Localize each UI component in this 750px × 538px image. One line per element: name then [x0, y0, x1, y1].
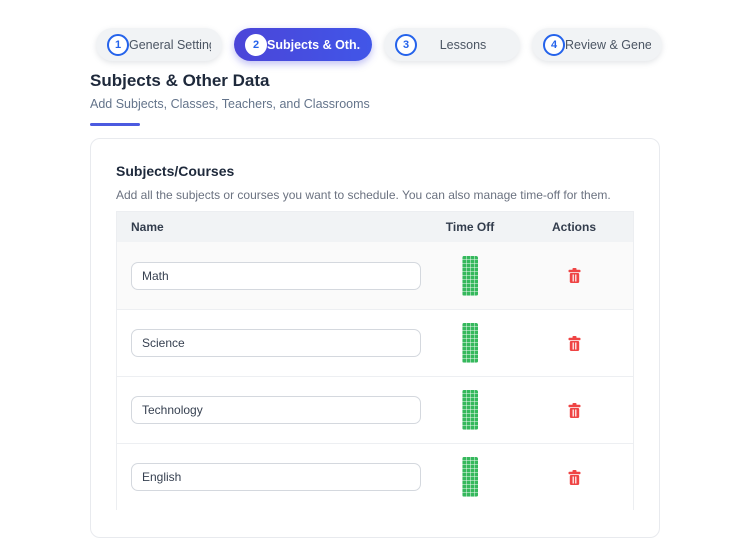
delete-subject-button[interactable]: [566, 401, 583, 420]
subject-name-input[interactable]: [131, 463, 421, 491]
step-number-badge: 3: [395, 33, 417, 56]
trash-icon: [568, 335, 580, 351]
subject-name-input[interactable]: [131, 396, 421, 424]
header-name: Name: [131, 220, 164, 234]
timeoff-grid-icon[interactable]: [462, 390, 478, 430]
section-title: Subjects/Courses: [116, 163, 235, 179]
table-row: [117, 443, 633, 510]
step-label: Review & Gener...: [565, 37, 651, 52]
table-row: [117, 376, 633, 443]
delete-subject-button[interactable]: [566, 468, 583, 487]
step-general-settings[interactable]: 1 General Settings: [96, 28, 222, 61]
section-description: Add all the subjects or courses you want…: [116, 188, 611, 202]
accent-underline: [90, 123, 140, 126]
step-label: General Settings: [129, 37, 211, 52]
trash-icon: [568, 469, 580, 485]
timeoff-grid-icon[interactable]: [462, 323, 478, 363]
table-header-row: Name Time Off Actions: [117, 212, 633, 242]
subject-name-input[interactable]: [131, 261, 421, 290]
timeoff-grid-icon[interactable]: [462, 457, 478, 497]
wizard-stepper: 1 General Settings 2 Subjects & Oth... 3…: [96, 28, 662, 61]
header-actions: Actions: [551, 220, 596, 234]
step-label: Lessons: [439, 37, 487, 52]
table-row: [117, 309, 633, 376]
header-timeoff: Time Off: [445, 220, 495, 234]
page-subtitle: Add Subjects, Classes, Teachers, and Cla…: [90, 97, 370, 111]
step-review-generate[interactable]: 4 Review & Gener...: [532, 28, 662, 61]
table-row: [117, 242, 633, 309]
subjects-table: Name Time Off Actions: [116, 211, 634, 510]
step-label: Subjects & Oth...: [267, 37, 361, 52]
trash-icon: [568, 268, 580, 283]
subject-name-input[interactable]: [131, 329, 421, 357]
page-title: Subjects & Other Data: [90, 71, 270, 90]
trash-icon: [568, 402, 580, 418]
timeoff-grid-icon[interactable]: [462, 255, 478, 296]
step-number-badge: 2: [245, 33, 267, 56]
delete-subject-button[interactable]: [566, 266, 583, 285]
step-subjects-other-data[interactable]: 2 Subjects & Oth...: [234, 28, 372, 61]
main-content: 1 General Settings 2 Subjects & Oth... 3…: [90, 28, 662, 538]
step-lessons[interactable]: 3 Lessons: [384, 28, 520, 61]
step-number-badge: 4: [543, 33, 565, 56]
subjects-card: Subjects/Courses Add all the subjects or…: [90, 138, 660, 538]
step-number-badge: 1: [107, 33, 129, 56]
delete-subject-button[interactable]: [566, 334, 583, 353]
